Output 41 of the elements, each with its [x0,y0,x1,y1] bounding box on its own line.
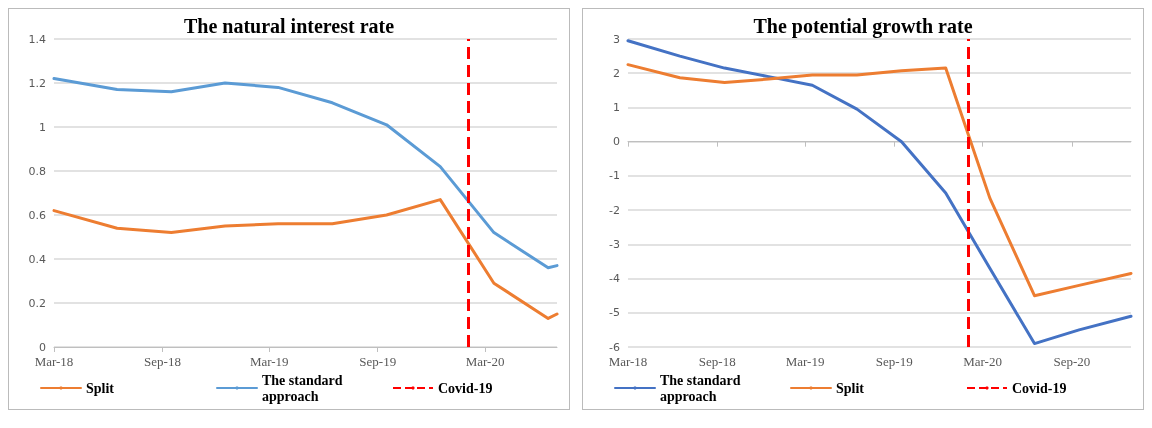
chart-title: The potential growth rate [753,15,973,38]
x-tick-label: Mar-19 [785,354,825,369]
legend-label: Split [86,380,115,396]
y-tick-label: 1.4 [28,32,46,46]
y-tick-label: 0 [613,135,620,149]
x-tick-label: Mar-18 [34,354,74,369]
legend-label: The standard approach [262,372,347,404]
x-tick-label: Sep-18 [144,354,181,369]
x-tick-label: Sep-18 [698,354,736,369]
y-tick-label: 0.8 [28,164,46,178]
legend-label: Covid-19 [1012,380,1067,396]
line-series [626,63,1133,298]
line-series [626,39,1133,346]
line-series [52,77,559,270]
y-tick-label: 0.6 [28,208,46,222]
y-tick-label: -5 [609,306,620,320]
x-tick-label: Mar-19 [249,354,289,369]
x-tick-label: Mar-20 [963,354,1002,369]
x-tick-label: Mar-20 [465,354,505,369]
x-tick-label: Sep-19 [359,354,397,369]
y-tick-label: -3 [609,237,620,251]
y-tick-label: 1 [39,120,46,134]
y-tick-label: -4 [609,272,620,286]
x-tick-label: Mar-18 [608,354,648,369]
y-tick-label: 3 [613,32,620,46]
y-tick-label: -2 [609,203,620,217]
ref-line-label: Covid-19 [438,380,493,396]
y-tick-label: 0.4 [28,252,46,266]
y-tick-label: -6 [609,340,620,354]
x-tick-label: Sep-19 [875,354,913,369]
y-tick-label: 1 [613,100,620,114]
x-tick-label: Sep-20 [1053,354,1091,369]
y-tick-label: 0.2 [28,296,46,310]
legend-label: Split [836,380,865,396]
y-tick-label: -1 [609,169,620,183]
line-series [52,198,559,320]
y-tick-label: 1.2 [28,76,46,90]
y-tick-label: 2 [613,66,620,80]
y-tick-label: 0 [39,340,46,354]
legend-label: The standard approach [660,372,745,404]
chart-title: The natural interest rate [183,15,395,37]
